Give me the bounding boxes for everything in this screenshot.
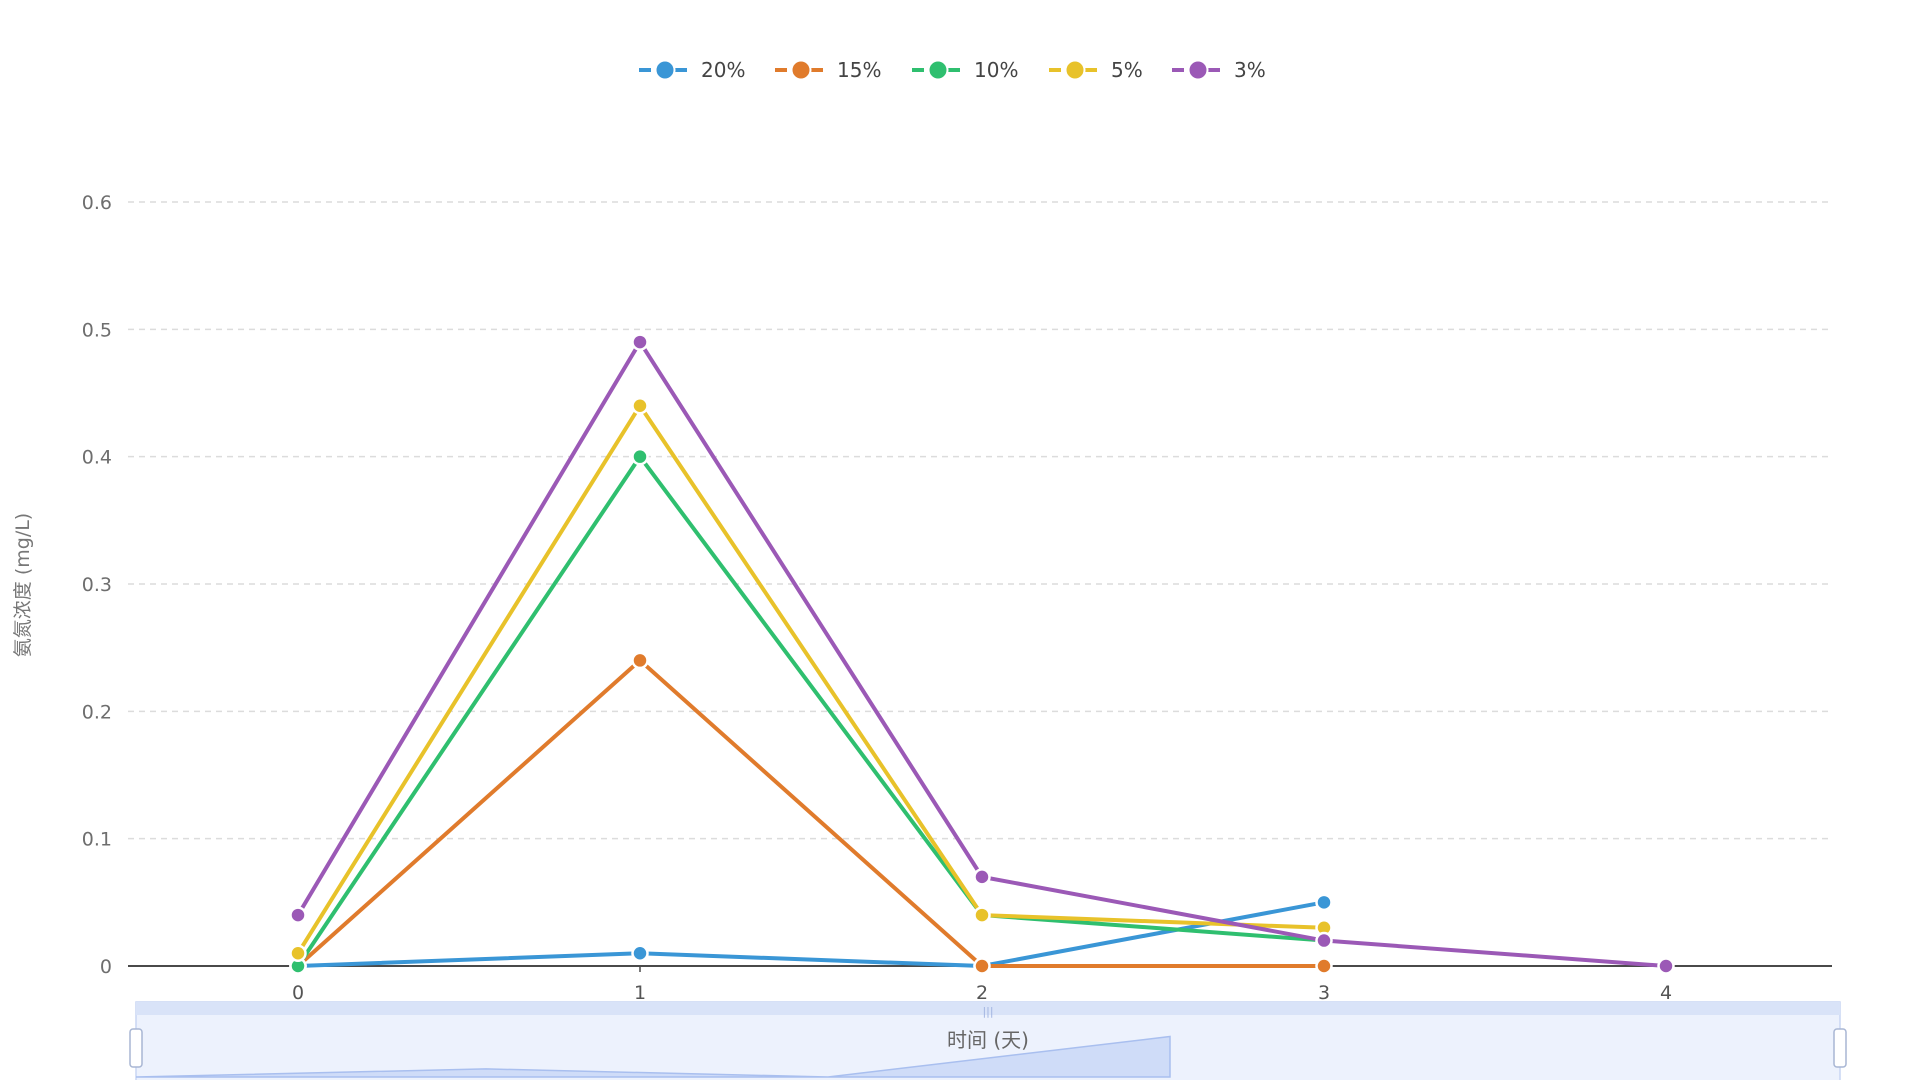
data-point[interactable]	[289, 944, 307, 963]
data-point[interactable]	[973, 957, 991, 975]
legend-item[interactable]: 10%	[912, 58, 1018, 82]
legend-label: 5%	[1111, 58, 1143, 82]
series-20%	[289, 893, 1333, 975]
x-tick-label: 3	[1318, 982, 1330, 1004]
legend-marker	[1064, 59, 1086, 81]
y-tick-label: 0	[100, 956, 112, 978]
legend-item[interactable]: 3%	[1172, 58, 1266, 82]
data-point[interactable]	[1315, 931, 1333, 950]
data-point[interactable]	[631, 944, 649, 963]
grid-lines	[128, 201, 1832, 840]
x-tick-label: 2	[976, 982, 988, 1004]
legend-item[interactable]: 5%	[1049, 58, 1143, 82]
data-point[interactable]	[289, 906, 307, 924]
x-tick-label: 0	[292, 982, 304, 1004]
series-3%	[289, 333, 1675, 975]
data-point[interactable]	[631, 333, 649, 351]
data-point[interactable]	[1315, 957, 1333, 975]
data-zoom-right-handle[interactable]	[1833, 1028, 1847, 1068]
legend-label: 15%	[837, 58, 881, 82]
y-tick-label: 0.2	[82, 701, 112, 723]
legend-marker	[790, 59, 812, 81]
data-point[interactable]	[631, 447, 649, 466]
data-zoom-top-bar[interactable]	[136, 1002, 1840, 1015]
y-tick-label: 0.5	[82, 319, 112, 341]
data-point[interactable]	[1657, 957, 1675, 975]
y-tick-label: 0.4	[82, 447, 112, 469]
series-line	[297, 900, 1325, 968]
legend-label: 10%	[974, 58, 1018, 82]
series-lines	[289, 333, 1675, 975]
x-axis-label: 时间 (天)	[947, 1028, 1029, 1052]
y-tick-label: 0.1	[82, 829, 112, 851]
legend[interactable]: 20% 15% 10% 5% 3%	[639, 58, 1266, 82]
data-point[interactable]	[973, 868, 991, 886]
series-5%	[289, 396, 1333, 963]
data-zoom-slider[interactable]: ||| 时间 (天)	[129, 1001, 1847, 1083]
y-tick-label: 0.6	[82, 192, 112, 214]
data-point[interactable]	[631, 651, 649, 670]
series-line	[296, 658, 1324, 968]
data-point[interactable]	[973, 906, 991, 924]
data-zoom-left-handle[interactable]	[129, 1028, 143, 1068]
data-zoom-preview-area	[135, 1035, 1171, 1078]
legend-item[interactable]: 15%	[775, 58, 881, 82]
series-15%	[289, 651, 1333, 975]
legend-label: 20%	[701, 58, 745, 82]
data-zoom-center-handle[interactable]: |||	[982, 1005, 993, 1018]
series-line	[296, 403, 1325, 955]
x-tick-label: 4	[1660, 982, 1672, 1004]
data-point[interactable]	[631, 396, 649, 415]
legend-marker	[927, 59, 949, 81]
x-tick-label: 1	[634, 982, 646, 1004]
legend-marker	[654, 59, 676, 81]
legend-item[interactable]: 20%	[639, 58, 745, 82]
y-axis-label: 氨氮浓度 (mg/L)	[12, 513, 34, 657]
legend-marker	[1187, 59, 1209, 81]
y-tick-label: 0.3	[82, 574, 112, 596]
series-line	[296, 454, 1325, 968]
data-point[interactable]	[1315, 893, 1333, 912]
legend-label: 3%	[1234, 58, 1266, 82]
